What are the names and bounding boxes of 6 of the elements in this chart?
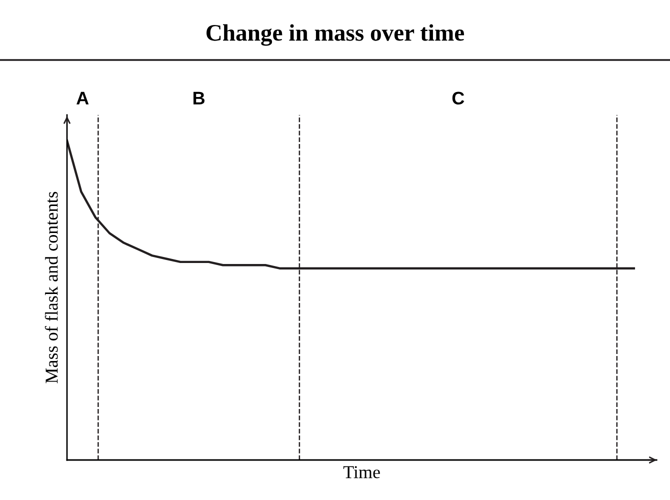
- x-axis-title: Time: [343, 466, 380, 478]
- text: C: [452, 92, 464, 105]
- text: A: [76, 92, 89, 104]
- y-axis-title: Mass of flask and contents: [44, 192, 58, 384]
- chart-title: Change in mass over time: [206, 24, 464, 46]
- text: B: [193, 92, 205, 104]
